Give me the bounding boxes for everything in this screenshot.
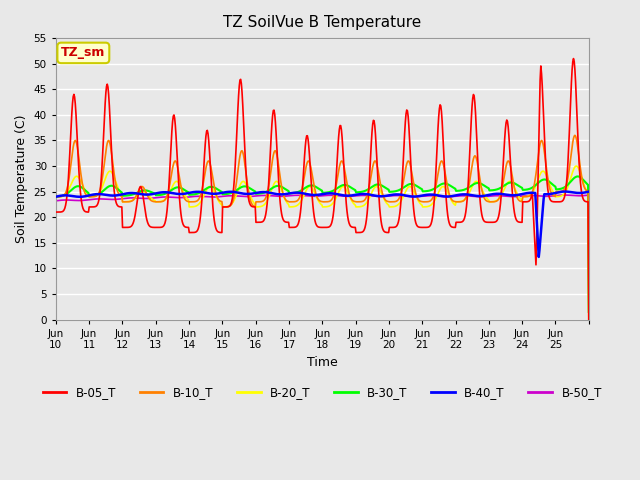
Text: TZ_sm: TZ_sm: [61, 47, 106, 60]
Title: TZ SoilVue B Temperature: TZ SoilVue B Temperature: [223, 15, 421, 30]
X-axis label: Time: Time: [307, 356, 338, 369]
Y-axis label: Soil Temperature (C): Soil Temperature (C): [15, 115, 28, 243]
Legend: B-05_T, B-10_T, B-20_T, B-30_T, B-40_T, B-50_T: B-05_T, B-10_T, B-20_T, B-30_T, B-40_T, …: [38, 382, 607, 404]
